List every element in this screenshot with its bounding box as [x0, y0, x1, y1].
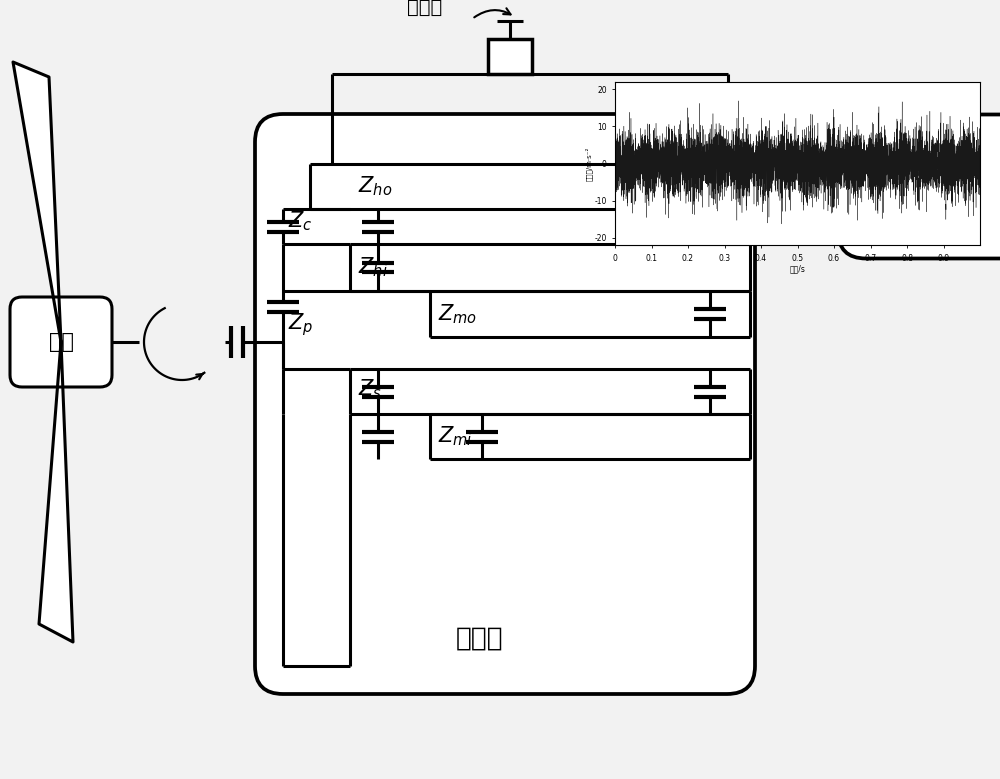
Text: 加速度
传感器: 加速度 传感器	[407, 0, 443, 17]
Text: $Z_{ho}$: $Z_{ho}$	[358, 174, 392, 199]
Text: $Z_{mo}$: $Z_{mo}$	[438, 302, 477, 326]
Text: $Z_{s}$: $Z_{s}$	[358, 378, 382, 401]
X-axis label: 时间/s: 时间/s	[790, 264, 805, 273]
FancyBboxPatch shape	[10, 297, 112, 387]
Polygon shape	[13, 62, 61, 342]
Text: $Z_{c}$: $Z_{c}$	[288, 210, 313, 233]
Text: $Z_{hi}$: $Z_{hi}$	[358, 256, 388, 280]
Text: 风轮: 风轮	[48, 332, 74, 352]
Bar	[488, 39, 532, 74]
FancyBboxPatch shape	[255, 114, 755, 694]
Text: 发电机: 发电机	[910, 174, 955, 199]
Text: 齿轮箱: 齿轮箱	[456, 626, 504, 652]
Y-axis label: 加速度/m·s⁻²: 加速度/m·s⁻²	[585, 146, 593, 181]
FancyArrowPatch shape	[474, 9, 511, 17]
Text: $Z_{mi}$: $Z_{mi}$	[438, 425, 473, 448]
Text: $Z_{p}$: $Z_{p}$	[288, 312, 313, 338]
FancyBboxPatch shape	[838, 115, 1000, 259]
Polygon shape	[39, 342, 73, 642]
